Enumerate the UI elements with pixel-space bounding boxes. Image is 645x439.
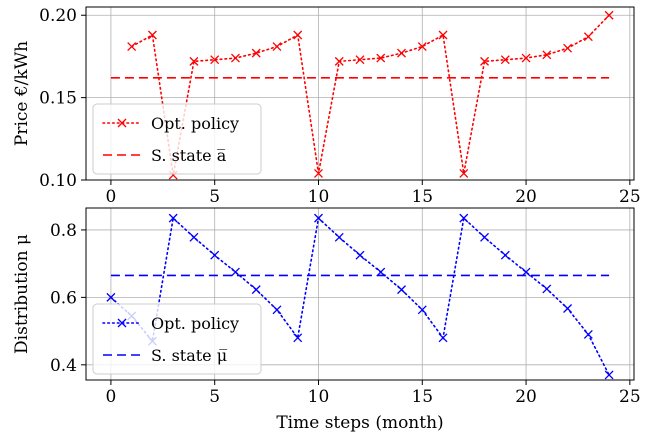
data-point-marker (210, 55, 220, 65)
data-point-marker (604, 10, 614, 20)
y-tick-label: 0.10 (39, 171, 77, 191)
x-tick-label: 20 (515, 187, 537, 207)
y-tick-label: 0.15 (39, 89, 77, 109)
legend-marker (117, 118, 127, 128)
data-point-marker (583, 32, 593, 42)
data-point-marker (106, 292, 116, 302)
data-point-marker (272, 305, 282, 315)
data-point-marker (459, 213, 469, 223)
legend-label: S. state μ̅ (151, 346, 227, 365)
data-point-marker (563, 304, 573, 313)
y-tick-label: 0.6 (50, 288, 77, 308)
data-point-marker (314, 168, 323, 178)
data-point-marker (500, 250, 510, 260)
plot-frame (85, 207, 635, 381)
x-axis-label: Time steps (month) (276, 413, 443, 433)
x-tick-label: 0 (105, 387, 116, 407)
x-tick-label: 15 (411, 187, 433, 207)
data-point-marker (459, 168, 469, 178)
legend-marker (117, 318, 127, 328)
data-point-marker (230, 53, 240, 63)
data-point-marker (417, 305, 427, 315)
data-point-marker (397, 48, 406, 58)
legend-label: Opt. policy (151, 114, 239, 133)
legend-box (92, 303, 262, 375)
y-tick-label: 0.20 (39, 6, 77, 26)
legend-label: Opt. policy (151, 314, 239, 333)
data-point-marker (272, 42, 282, 52)
data-point-marker (355, 250, 365, 260)
data-point-marker (542, 50, 552, 60)
data-point-marker (521, 53, 531, 63)
data-point-marker (334, 232, 344, 242)
data-point-marker (417, 42, 427, 52)
plot-frame (85, 6, 635, 181)
legend-label: S. state a̅ (151, 146, 227, 165)
y-tick-label: 0.8 (50, 221, 77, 241)
data-point-marker (604, 370, 614, 380)
data-point-marker (480, 232, 490, 242)
data-point-marker (438, 30, 448, 40)
data-point-marker (189, 232, 199, 242)
data-point-marker (355, 55, 365, 65)
legend-box (92, 103, 262, 175)
data-point-marker (251, 285, 261, 295)
panel-1: 0 5 10 15 20 25 0.10 0.15 0.20 Price €/kWh Opt. po… (12, 6, 641, 207)
x-tick-label: 10 (308, 187, 330, 207)
data-point-marker (314, 213, 323, 223)
data-point-marker (210, 250, 220, 260)
data-point-marker (147, 30, 157, 40)
data-point-marker (563, 43, 573, 53)
data-point-marker (334, 56, 344, 66)
y-axis-label: Price €/kWh (12, 41, 32, 146)
legend: Opt. policy S. state μ̅ (92, 303, 262, 375)
x-tick-label: 5 (209, 187, 220, 207)
data-point-marker (397, 285, 406, 295)
data-point-marker (438, 333, 448, 343)
x-tick-label: 0 (105, 187, 116, 207)
data-point-marker (189, 56, 199, 66)
x-tick-label: 15 (411, 387, 433, 407)
y-tick-label: 0.4 (50, 356, 77, 376)
data-point-marker (293, 30, 303, 40)
x-tick-label: 10 (308, 387, 330, 407)
x-tick-label: 25 (619, 387, 641, 407)
x-tick-label: 20 (515, 387, 537, 407)
series-line-opt-policy (130, 14, 610, 176)
data-point-marker (251, 48, 261, 58)
x-tick-label: 5 (209, 387, 220, 407)
y-axis-label: Distribution μ (12, 234, 32, 354)
data-point-marker (293, 333, 303, 343)
data-point-marker (168, 213, 178, 223)
legend: Opt. policy S. state a̅ (92, 103, 262, 175)
data-point-marker (583, 330, 593, 339)
data-point-marker (500, 55, 510, 65)
data-point-marker (127, 42, 137, 52)
data-point-marker (542, 284, 552, 294)
x-tick-label: 25 (619, 187, 641, 207)
panel-2: 0 5 10 15 20 25 0.4 0.6 0.8 Distribution μ Time st… (12, 207, 641, 433)
data-point-marker (480, 56, 490, 66)
data-point-marker (376, 53, 386, 63)
